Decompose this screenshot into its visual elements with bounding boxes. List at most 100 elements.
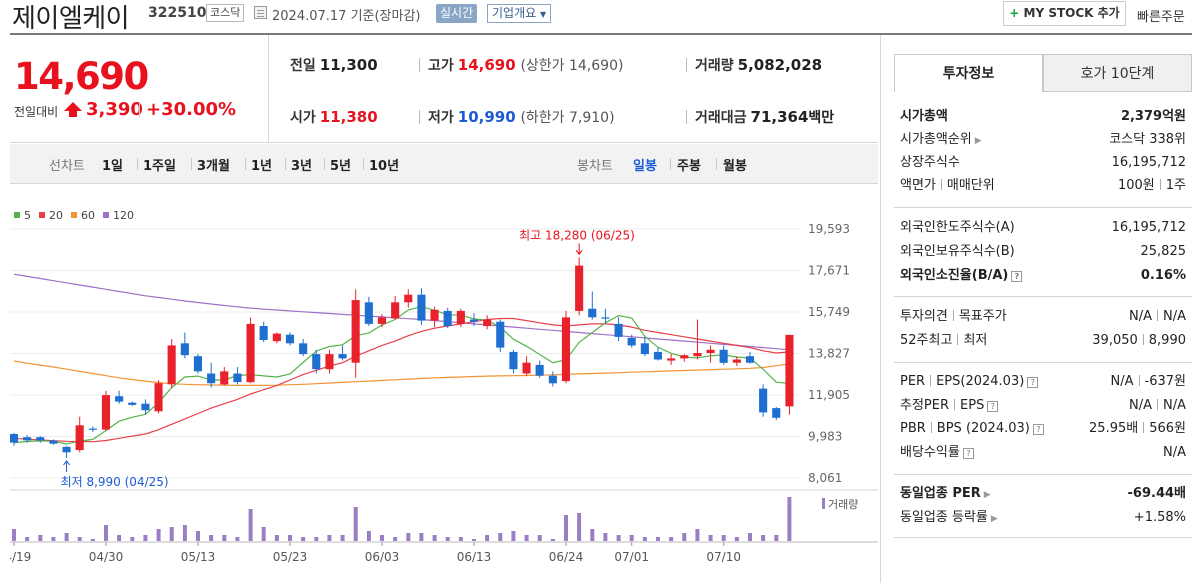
divider — [268, 35, 269, 143]
info-row-market-cap: 시가총액 2,379억원 — [900, 106, 1186, 128]
volume-bar — [629, 535, 634, 541]
quick-order-link[interactable]: 빠른주문 — [1137, 10, 1185, 25]
volume-bar — [695, 529, 700, 541]
divider — [894, 296, 1192, 297]
candle-body — [614, 323, 623, 337]
help-icon[interactable]: ? — [1011, 271, 1023, 282]
price-chart: 19,593 17,671 15,749 13,827 11,905 9,983 8,061… — [10, 222, 878, 564]
help-icon[interactable]: ? — [962, 448, 974, 459]
stat-label: 저가 — [428, 110, 454, 126]
add-mystock-button[interactable]: + MY STOCK 추가 — [1003, 1, 1126, 26]
high-arrow-icon — [575, 243, 583, 256]
info-row-shares: 상장주식수 16,195,712 — [900, 152, 1186, 174]
volume-bar — [51, 537, 56, 541]
candle-body — [732, 359, 741, 363]
candle-body — [101, 395, 110, 430]
lower-limit: (하한가 7,910) — [520, 110, 615, 126]
info-value: +1.58% — [1133, 510, 1186, 525]
divider — [245, 158, 246, 170]
volume-bar — [353, 507, 358, 541]
period-line-0[interactable]: 1일 — [102, 159, 124, 174]
legend-swatch — [71, 212, 77, 218]
x-tick-label: 04/19 — [10, 550, 31, 564]
candle-body — [128, 402, 137, 405]
period-line-2[interactable]: 3개월 — [197, 159, 230, 174]
volume-bar — [721, 535, 726, 541]
info-row-opinion: 투자의견 목표주가 N/A N/A — [900, 306, 1186, 328]
ma-line-5 — [13, 305, 790, 445]
volume-bar — [130, 537, 135, 541]
plus-icon: + — [1009, 6, 1020, 20]
period-line-4[interactable]: 3년 — [291, 159, 313, 174]
period-candle-1[interactable]: 주봉 — [677, 159, 701, 174]
candle-body — [299, 343, 308, 355]
info-value: 25.95배 — [1089, 421, 1139, 436]
volume-bar — [761, 535, 766, 541]
chevron-right-icon: ▶ — [974, 136, 982, 146]
period-candle-2[interactable]: 월봉 — [723, 159, 747, 174]
market-badge: 코스닥 — [206, 4, 245, 22]
info-row-industry-rate[interactable]: 동일업종 등락률 ▶ +1.58% — [900, 507, 1186, 529]
candle-body — [75, 425, 84, 451]
volume-bar — [498, 533, 503, 541]
volume-bar — [432, 535, 437, 541]
info-row-industry-per[interactable]: 동일업종 PER ▶ -69.44배 — [900, 483, 1186, 505]
info-label: 외국인보유주식수(B) — [900, 244, 1015, 259]
divider — [419, 58, 420, 72]
info-label: PER — [900, 374, 926, 389]
ma-legend: 5 20 60 120 — [14, 209, 142, 222]
realtime-button[interactable]: 실시간 — [436, 4, 478, 23]
candle-chart-label: 봉차트 — [577, 159, 613, 174]
volume-bar — [577, 513, 582, 541]
candle-body — [180, 343, 189, 356]
tab-ask-10[interactable]: 호가 10단계 — [1043, 54, 1192, 92]
stat-unit: 백만 — [808, 110, 835, 126]
corp-overview-dropdown[interactable]: 기업개요 ▼ — [487, 4, 552, 23]
info-label: 시가총액 — [900, 109, 948, 124]
info-value: 25,825 — [1140, 244, 1187, 259]
info-value: 8,990 — [1148, 333, 1186, 348]
stat-prev-close: 전일 11,300 — [290, 55, 378, 75]
candle-body — [653, 351, 662, 360]
tab-invest-info[interactable]: 투자정보 — [894, 54, 1043, 92]
volume-bar — [77, 537, 82, 541]
chevron-down-icon: ▼ — [540, 10, 547, 19]
help-icon[interactable]: ? — [1032, 424, 1044, 435]
info-value: N/A — [1163, 309, 1186, 324]
info-value: N/A — [1110, 374, 1134, 389]
volume-bar — [669, 537, 674, 541]
y-tick-label: 17,671 — [808, 264, 850, 278]
period-candle-0[interactable]: 일봉 — [633, 159, 657, 174]
period-line-5[interactable]: 5년 — [330, 159, 352, 174]
period-line-6[interactable]: 10년 — [369, 159, 400, 174]
help-icon[interactable]: ? — [1027, 377, 1039, 388]
info-value: N/A — [1129, 309, 1152, 324]
period-line-3[interactable]: 1년 — [251, 159, 273, 174]
add-mystock-label: MY STOCK 추가 — [1023, 6, 1120, 20]
info-value: 0.16% — [1140, 268, 1186, 283]
candle-body — [443, 310, 452, 326]
info-row-cap-rank[interactable]: 시가총액순위 ▶ 코스닥 338위 — [900, 129, 1186, 151]
y-tick-label: 9,983 — [808, 430, 842, 444]
info-value: 16,195,712 — [1111, 220, 1186, 235]
candle-body — [88, 428, 97, 430]
candle-body — [745, 356, 754, 363]
stat-value: 10,990 — [457, 108, 516, 126]
info-label: EPS(2024.03) — [936, 374, 1025, 389]
divider — [894, 207, 1192, 208]
stat-value: 11,380 — [319, 108, 378, 126]
legend-label: 5 — [24, 209, 31, 222]
divider — [894, 537, 1192, 538]
info-label: 투자의견 — [900, 309, 948, 324]
help-icon[interactable]: ? — [987, 401, 999, 412]
period-line-1[interactable]: 1주일 — [143, 159, 176, 174]
legend-label: 120 — [113, 209, 134, 222]
volume-bar — [603, 533, 608, 541]
candle-body — [417, 294, 426, 321]
divider — [139, 102, 140, 118]
candle-body — [62, 446, 71, 453]
info-label: 외국인한도주식수(A) — [900, 220, 1015, 235]
candle-body — [522, 362, 531, 374]
info-value: 16,195,712 — [1111, 155, 1186, 170]
legend-swatch — [39, 212, 45, 218]
